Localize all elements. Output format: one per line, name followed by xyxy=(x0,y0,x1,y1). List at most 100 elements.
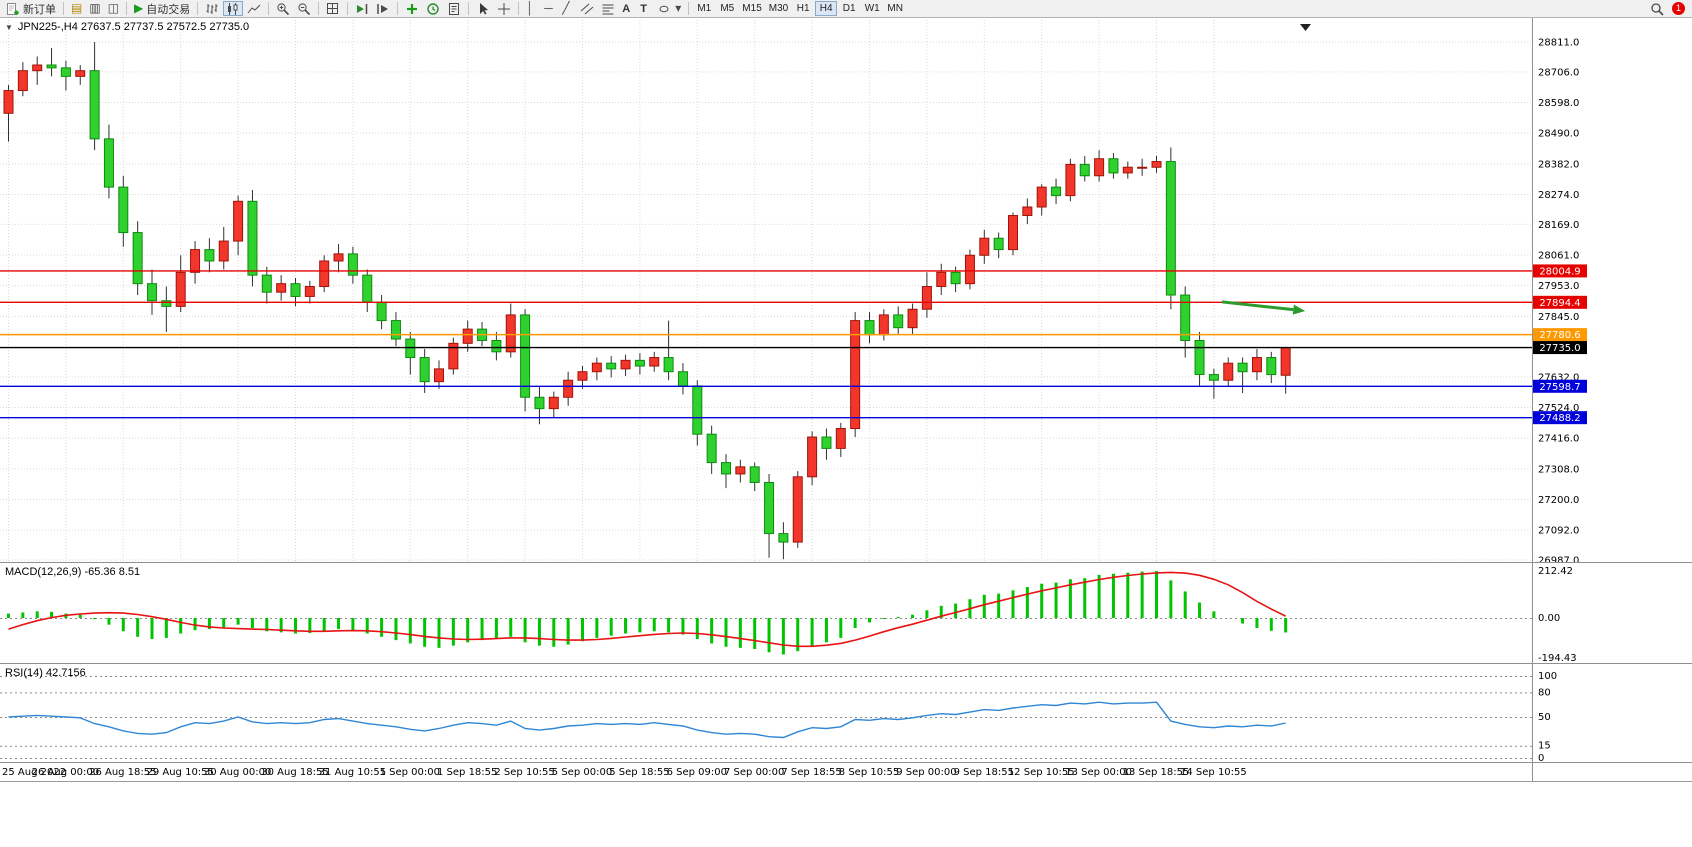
zoom-in-icon xyxy=(277,2,290,15)
indicators-icon xyxy=(407,3,418,14)
zoom-out-button[interactable] xyxy=(294,1,314,16)
candlestick-button[interactable] xyxy=(223,1,244,16)
trendline-icon: ╱ xyxy=(562,1,570,15)
rsi-pane-canvas[interactable]: 100 80 50 150 xyxy=(0,664,1692,763)
chart-shift-button[interactable] xyxy=(373,1,393,16)
toolbar-separator xyxy=(197,2,199,15)
svg-text:28061.0: 28061.0 xyxy=(1538,250,1579,261)
market-watch-icon: ▤ xyxy=(71,1,83,15)
macd-signal-line xyxy=(8,571,1287,648)
tile-windows-button[interactable] xyxy=(323,1,343,16)
fibonacci-icon xyxy=(602,4,614,14)
main-chart-canvas[interactable]: 28811.0 28706.0 28598.0 28490.0 28382.0 28274… xyxy=(0,18,1692,563)
line-chart-button[interactable] xyxy=(244,1,264,16)
tile-windows-icon xyxy=(327,2,339,14)
svg-text:26987.0: 26987.0 xyxy=(1538,556,1579,564)
cursor-button[interactable] xyxy=(473,1,493,16)
price-tag xyxy=(1533,328,1587,342)
auto-trading-button[interactable]: ▶ 自动交易 xyxy=(131,1,193,16)
trendline-button[interactable]: ╱ xyxy=(559,1,576,16)
chart-title: ▼ JPN225-,H4 27637.5 27737.5 27572.5 277… xyxy=(5,21,249,33)
label-tool-icon: T xyxy=(640,2,647,15)
svg-text:14 Sep 10:55: 14 Sep 10:55 xyxy=(1180,767,1247,778)
timeframe-button-m15[interactable]: M15 xyxy=(739,1,764,16)
new-order-label: 新订单 xyxy=(23,3,56,16)
toolbar-separator xyxy=(268,2,270,15)
svg-text:1 Sep 18:55: 1 Sep 18:55 xyxy=(437,767,497,778)
navigator-button[interactable]: ▥ xyxy=(86,1,103,16)
auto-scroll-button[interactable] xyxy=(352,1,372,16)
crosshair-icon xyxy=(498,2,511,15)
svg-text:9 Sep 00:00: 9 Sep 00:00 xyxy=(896,767,956,778)
new-order-button[interactable]: 新订单 xyxy=(3,1,59,16)
timeframe-button-m1[interactable]: M1 xyxy=(693,1,715,16)
periods-button[interactable] xyxy=(423,1,443,16)
timeframe-button-h1[interactable]: H1 xyxy=(792,1,814,16)
bar-chart-button[interactable] xyxy=(202,1,222,16)
auto-trading-label: 自动交易 xyxy=(146,3,191,16)
navigator-icon: ▥ xyxy=(89,1,101,15)
svg-text:30 Aug 00:00: 30 Aug 00:00 xyxy=(204,767,271,778)
svg-text:31 Aug 10:55: 31 Aug 10:55 xyxy=(319,767,386,778)
candlestick-icon xyxy=(228,2,238,15)
svg-text:26 Aug 00:00: 26 Aug 00:00 xyxy=(32,767,99,778)
toolbar-separator xyxy=(468,2,470,15)
market-watch-button[interactable]: ▤ xyxy=(68,1,85,16)
svg-text:28169.0: 28169.0 xyxy=(1538,220,1579,231)
zoom-in-button[interactable] xyxy=(273,1,293,16)
toolbar: 新订单 ▤ ▥ ◫ ▶ 自动交易 │ ─ ╱ A T ▾ M1 M5 M15 M30 H… xyxy=(0,0,1692,18)
svg-text:2 Sep 10:55: 2 Sep 10:55 xyxy=(494,767,554,778)
toolbar-separator xyxy=(397,2,399,15)
timeframe-button-mn[interactable]: MN xyxy=(884,1,906,16)
terminal-button[interactable]: ◫ xyxy=(105,1,122,16)
text-tool-button[interactable]: A xyxy=(619,1,636,16)
toolbar-separator xyxy=(347,2,349,15)
svg-text:28382.0: 28382.0 xyxy=(1538,159,1579,170)
svg-text:28598.0: 28598.0 xyxy=(1538,98,1579,109)
crosshair-button[interactable] xyxy=(494,1,514,16)
timeframe-button-w1[interactable]: W1 xyxy=(861,1,883,16)
window-bottom-strip xyxy=(0,781,1692,847)
svg-text:5 Sep 18:55: 5 Sep 18:55 xyxy=(609,767,669,778)
toolbar-separator xyxy=(518,2,520,15)
price-tag xyxy=(1533,341,1587,355)
shapes-button[interactable]: ▾ xyxy=(655,1,684,16)
macd-pane-canvas[interactable]: 212.42 0.00 -194.43 xyxy=(0,563,1692,664)
zoom-out-icon xyxy=(298,2,311,15)
price-tag xyxy=(1533,264,1587,278)
templates-button[interactable] xyxy=(444,1,464,16)
svg-text:8 Sep 10:55: 8 Sep 10:55 xyxy=(839,767,899,778)
svg-text:7 Sep 00:00: 7 Sep 00:00 xyxy=(724,767,784,778)
svg-text:9 Sep 18:55: 9 Sep 18:55 xyxy=(954,767,1014,778)
vertical-line-button[interactable]: │ xyxy=(523,1,540,16)
svg-text:13 Sep 18:55: 13 Sep 18:55 xyxy=(1123,767,1190,778)
timeframe-button-d1[interactable]: D1 xyxy=(838,1,860,16)
fibonacci-button[interactable] xyxy=(598,1,618,16)
timeframe-button-m30[interactable]: M30 xyxy=(766,1,791,16)
search-button[interactable] xyxy=(1647,1,1667,16)
timeframe-button-h4[interactable]: H4 xyxy=(815,1,838,16)
svg-text:27735.0: 27735.0 xyxy=(1539,343,1580,354)
horizontal-line-button[interactable]: ─ xyxy=(541,1,558,16)
clock-icon xyxy=(427,2,439,15)
svg-text:7 Sep 18:55: 7 Sep 18:55 xyxy=(781,767,841,778)
rsi-line xyxy=(8,701,1286,739)
label-tool-button[interactable]: T xyxy=(637,1,654,16)
svg-text:28004.9: 28004.9 xyxy=(1539,266,1580,277)
svg-text:30 Aug 18:55: 30 Aug 18:55 xyxy=(261,767,328,778)
indicators-button[interactable] xyxy=(402,1,422,16)
timeframe-button-m5[interactable]: M5 xyxy=(716,1,738,16)
svg-text:15: 15 xyxy=(1538,741,1551,752)
svg-text:27092.0: 27092.0 xyxy=(1538,526,1579,537)
channel-button[interactable] xyxy=(577,1,597,16)
svg-text:27598.7: 27598.7 xyxy=(1539,382,1580,393)
notification-badge[interactable]: 1 xyxy=(1672,2,1685,15)
svg-text:27308.0: 27308.0 xyxy=(1538,464,1579,475)
horizontal-line-icon: ─ xyxy=(544,1,553,15)
one-click-collapse-icon[interactable]: ▼ xyxy=(5,22,13,32)
svg-text:0: 0 xyxy=(1538,753,1544,763)
terminal-icon: ◫ xyxy=(107,1,120,15)
grid-layer xyxy=(0,20,1532,561)
svg-text:27780.6: 27780.6 xyxy=(1539,330,1580,341)
